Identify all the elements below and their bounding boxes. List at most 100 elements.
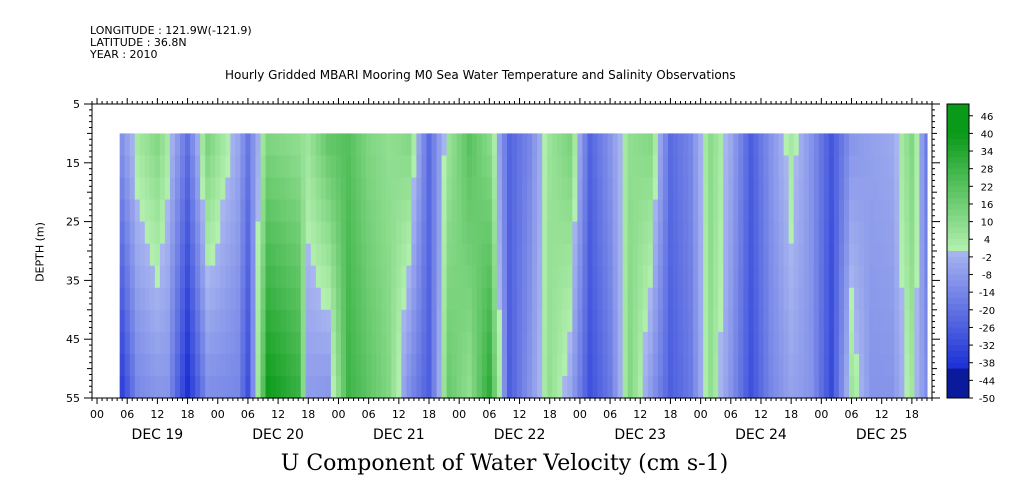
heatmap-cell — [491, 177, 498, 201]
heatmap-cell — [773, 243, 780, 267]
heatmap-cell — [532, 199, 538, 223]
heatmap-cell — [899, 177, 905, 201]
heatmap-cell — [240, 309, 247, 333]
heatmap-cell — [914, 155, 921, 179]
heatmap-cell — [642, 287, 649, 311]
heatmap-cell — [602, 199, 609, 223]
heatmap-cell — [154, 133, 161, 157]
heatmap-cell — [909, 155, 915, 179]
heatmap-cell — [154, 221, 161, 245]
heatmap-cell — [275, 375, 282, 399]
heatmap-cell — [310, 309, 317, 333]
colorbar-label: 22 — [981, 182, 994, 193]
heatmap-cell — [753, 265, 760, 289]
heatmap-cell — [677, 155, 684, 179]
x-tick-label: 12 — [150, 408, 164, 421]
heatmap-cell — [149, 221, 156, 245]
heatmap-cell — [361, 133, 367, 157]
heatmap-cell — [481, 243, 488, 267]
heatmap-cell — [340, 353, 347, 377]
heatmap-cell — [904, 309, 910, 333]
heatmap-cell — [864, 177, 870, 201]
heatmap-cell — [366, 243, 372, 267]
heatmap-cell — [512, 155, 518, 179]
heatmap-cell — [612, 287, 619, 311]
heatmap-cell — [562, 265, 568, 289]
x-tick-label: 06 — [845, 408, 859, 421]
heatmap-cell — [139, 265, 146, 289]
heatmap-cell — [733, 353, 739, 377]
heatmap-cell — [260, 353, 267, 377]
colorbar-swatch — [947, 215, 969, 223]
heatmap-cell — [250, 199, 257, 223]
heatmap-cell — [577, 265, 584, 289]
heatmap-cell — [517, 243, 523, 267]
heatmap-cell — [436, 265, 443, 289]
heatmap-cell — [813, 309, 820, 333]
heatmap-cell — [808, 243, 815, 267]
heatmap-cell — [818, 221, 825, 245]
heatmap-cell — [919, 265, 926, 289]
heatmap-cell — [567, 287, 573, 311]
heatmap-cell — [340, 199, 347, 223]
heatmap-cell — [320, 375, 327, 399]
heatmap-cell — [813, 353, 820, 377]
heatmap-cell — [652, 353, 659, 377]
heatmap-cell — [527, 265, 533, 289]
heatmap-cell — [698, 353, 704, 377]
heatmap-cell — [818, 265, 825, 289]
heatmap-cell — [446, 309, 453, 333]
heatmap-cell — [396, 221, 402, 245]
heatmap-cell — [159, 331, 166, 355]
heatmap-cell — [562, 353, 568, 377]
heatmap-cell — [215, 221, 221, 245]
y-tick-label: 5 — [73, 98, 80, 111]
heatmap-cell — [335, 309, 342, 333]
heatmap-cell — [838, 331, 845, 355]
heatmap-cell — [351, 353, 357, 377]
heatmap-cell — [290, 155, 297, 179]
heatmap-cell — [361, 199, 367, 223]
heatmap-cell — [552, 375, 558, 399]
heatmap-cell — [134, 375, 141, 399]
heatmap-cell — [884, 331, 890, 355]
heatmap-cell — [124, 331, 131, 355]
heatmap-cell — [904, 155, 910, 179]
heatmap-cell — [381, 287, 387, 311]
heatmap-cell — [803, 177, 810, 201]
heatmap-cell — [647, 331, 654, 355]
heatmap-cell — [698, 243, 704, 267]
heatmap-cell — [325, 243, 332, 267]
heatmap-cell — [592, 353, 599, 377]
heatmap-cell — [859, 133, 865, 157]
heatmap-cell — [406, 133, 412, 157]
heatmap-cell — [185, 177, 191, 201]
heatmap-cell — [421, 375, 428, 399]
heatmap-cell — [154, 155, 161, 179]
heatmap-cell — [557, 353, 563, 377]
heatmap-cell — [265, 155, 272, 179]
heatmap-cell — [215, 155, 221, 179]
heatmap-cell — [346, 331, 352, 355]
heatmap-cell — [763, 133, 770, 157]
heatmap-cell — [391, 375, 397, 399]
heatmap-cell — [542, 331, 548, 355]
heatmap-cell — [919, 155, 926, 179]
heatmap-cell — [305, 199, 312, 223]
heatmap-cell — [325, 331, 332, 355]
heatmap-cell — [894, 331, 900, 355]
heatmap-cell — [838, 221, 845, 245]
heatmap-cell — [486, 375, 493, 399]
heatmap-cell — [391, 199, 397, 223]
x-tick-label: 06 — [482, 408, 496, 421]
heatmap-cell — [361, 309, 367, 333]
heatmap-cell — [758, 331, 765, 355]
heatmap-cell — [451, 375, 458, 399]
heatmap-cell — [134, 199, 141, 223]
heatmap-cell — [904, 375, 910, 399]
heatmap-cell — [154, 177, 161, 201]
heatmap-cell — [270, 133, 277, 157]
heatmap-cell — [723, 221, 729, 245]
heatmap-cell — [808, 309, 815, 333]
heatmap-cell — [305, 353, 312, 377]
